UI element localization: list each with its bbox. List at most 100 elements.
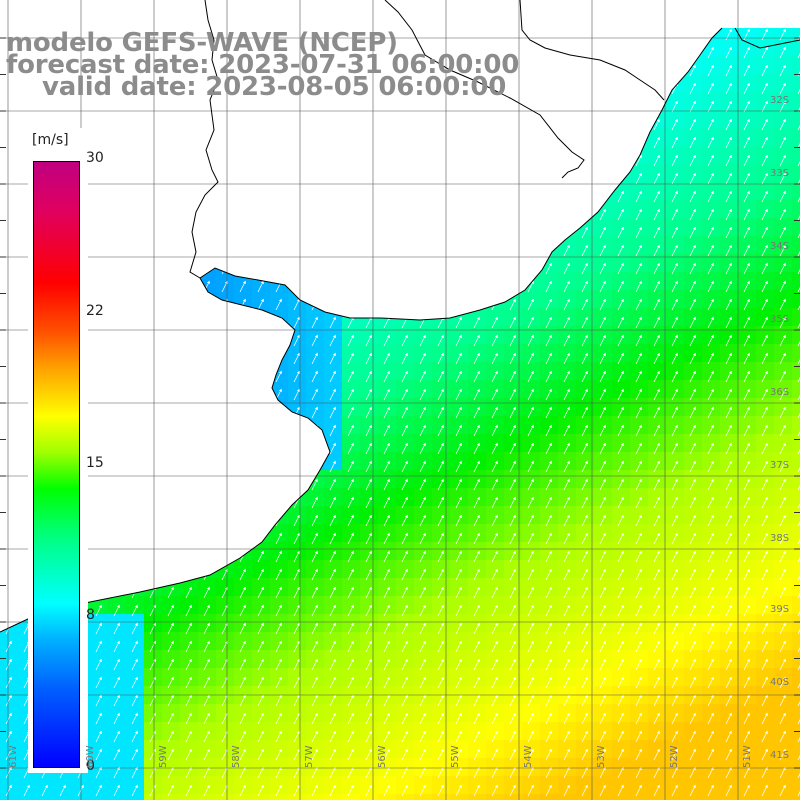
field-cell <box>612 362 631 381</box>
wind-arrow <box>203 370 210 383</box>
field-cell <box>198 632 217 651</box>
wind-arrow <box>329 190 336 203</box>
field-cell <box>774 776 793 795</box>
wind-arrow <box>401 298 408 311</box>
field-cell <box>108 488 127 507</box>
field-cell <box>216 650 235 669</box>
field-cell <box>792 650 800 669</box>
field-cell <box>90 272 109 291</box>
wind-arrow <box>527 406 534 419</box>
field-cell <box>666 146 685 165</box>
field-cell <box>252 560 271 579</box>
wind-arrow <box>761 370 768 383</box>
wind-arrow <box>617 280 624 293</box>
wind-arrow <box>5 82 12 95</box>
field-cell <box>360 362 379 381</box>
wind-arrow <box>581 406 588 419</box>
wind-arrow <box>437 154 444 167</box>
wind-arrow <box>311 532 318 545</box>
field-cell <box>648 686 667 705</box>
field-cell <box>612 794 631 800</box>
field-cell <box>90 362 109 381</box>
field-cell <box>666 524 685 543</box>
field-cell <box>756 398 775 417</box>
wind-arrow <box>617 46 624 59</box>
field-cell <box>216 416 235 435</box>
wind-arrow <box>617 190 624 203</box>
wind-arrow <box>527 460 534 473</box>
field-cell <box>126 596 145 615</box>
field-cell <box>126 524 145 543</box>
wind-arrow <box>671 190 678 203</box>
field-cell <box>360 542 379 561</box>
field-cell <box>684 92 703 111</box>
wind-arrow <box>725 100 732 113</box>
field-cell <box>360 272 379 291</box>
wind-arrow <box>131 244 138 257</box>
wind-arrow <box>347 316 354 329</box>
wind-arrow <box>491 28 498 41</box>
field-cell <box>378 344 397 363</box>
field-cell <box>198 470 217 489</box>
field-cell <box>432 776 451 795</box>
field-cell <box>522 28 541 39</box>
wind-arrow <box>257 298 264 311</box>
field-cell <box>414 182 433 201</box>
wind-arrow <box>95 208 102 221</box>
wind-arrow <box>5 406 12 419</box>
wind-arrow <box>527 478 534 491</box>
field-cell <box>738 38 757 57</box>
field-cell <box>558 74 577 93</box>
field-cell <box>180 326 199 345</box>
wind-arrow <box>491 424 498 437</box>
field-cell <box>108 686 127 705</box>
wind-arrow <box>635 514 642 527</box>
field-cell <box>198 704 217 723</box>
field-cell <box>180 398 199 417</box>
field-cell <box>738 632 757 651</box>
wind-arrow <box>473 424 480 437</box>
field-cell <box>504 434 523 453</box>
field-cell <box>612 28 631 39</box>
wind-arrow <box>455 352 462 365</box>
field-cell <box>684 704 703 723</box>
field-cell <box>558 416 577 435</box>
field-cell <box>414 362 433 381</box>
field-cell <box>324 236 343 255</box>
field-cell <box>504 236 523 255</box>
wind-arrow <box>167 316 174 329</box>
wind-arrow <box>257 316 264 329</box>
field-cell <box>630 236 649 255</box>
field-cell <box>342 758 361 777</box>
wind-arrow <box>167 334 174 347</box>
wind-arrow <box>707 118 714 131</box>
field-cell <box>756 110 775 129</box>
wind-arrow <box>383 532 390 545</box>
field-cell <box>306 182 325 201</box>
field-cell <box>270 704 289 723</box>
wind-arrow <box>689 406 696 419</box>
field-cell <box>450 344 469 363</box>
field-cell <box>666 326 685 345</box>
wind-arrow <box>779 172 786 185</box>
field-cell <box>180 560 199 579</box>
field-cell <box>324 650 343 669</box>
field-cell <box>288 668 307 687</box>
field-cell <box>720 380 739 399</box>
field-cell <box>414 794 433 800</box>
wind-arrow <box>671 100 678 113</box>
field-cell <box>522 794 541 800</box>
field-cell <box>486 668 505 687</box>
longitude-label: 57W <box>304 745 315 768</box>
wind-arrow <box>743 172 750 185</box>
longitude-label: 51W <box>742 745 753 768</box>
field-cell <box>558 92 577 111</box>
field-cell <box>414 326 433 345</box>
field-cell <box>630 434 649 453</box>
wind-arrow <box>509 352 516 365</box>
field-cell <box>450 524 469 543</box>
wind-arrow <box>203 118 210 131</box>
field-cell <box>792 776 800 795</box>
field-cell <box>720 308 739 327</box>
wind-arrow <box>437 298 444 311</box>
